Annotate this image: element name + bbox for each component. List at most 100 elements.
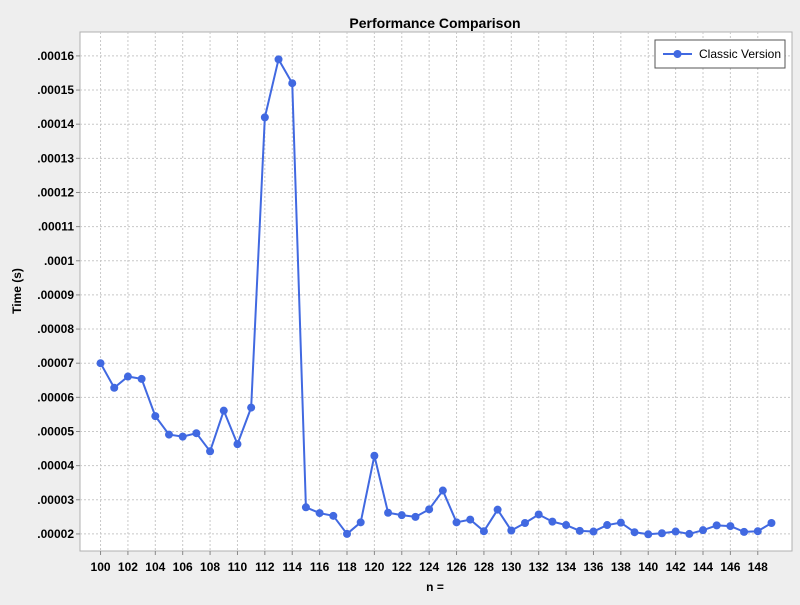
y-tick-label: .00016 [37, 49, 74, 63]
y-tick-label: .00004 [37, 459, 74, 473]
data-point [165, 430, 173, 439]
data-point [110, 383, 119, 392]
y-tick-label: .00011 [38, 220, 74, 234]
x-tick-label: 110 [228, 560, 248, 574]
data-point [315, 509, 324, 518]
data-point [96, 359, 105, 368]
data-point [534, 510, 543, 519]
data-point [740, 527, 749, 536]
y-tick-label: .00007 [37, 356, 74, 370]
x-tick-label: 132 [529, 560, 549, 574]
data-point [479, 527, 488, 536]
data-point [260, 113, 269, 122]
data-point [411, 512, 420, 521]
y-tick-label: .0001 [44, 254, 74, 268]
data-point [493, 505, 502, 514]
x-tick-label: 116 [310, 560, 330, 574]
y-tick-label: .00014 [37, 117, 74, 131]
plot-area [79, 31, 793, 552]
data-point [712, 521, 721, 530]
data-point [384, 508, 393, 517]
data-point [192, 429, 201, 438]
data-point [657, 529, 666, 538]
data-point [685, 529, 694, 538]
data-point [671, 527, 680, 536]
data-point [247, 403, 256, 412]
data-point [151, 412, 160, 421]
y-tick-label: .00012 [37, 185, 74, 199]
x-tick-label: 124 [419, 560, 439, 574]
x-tick-label: 142 [666, 560, 686, 574]
y-axis: .00002 .00003 .00004 .00005 .00006 .00007 .000… [37, 49, 80, 541]
data-point [178, 432, 187, 441]
x-tick-label: 100 [91, 560, 111, 574]
data-point [562, 521, 571, 530]
x-axis-label: n = [426, 580, 444, 594]
x-tick-label: 106 [173, 560, 193, 574]
data-point [521, 519, 529, 527]
data-point [452, 518, 461, 527]
data-point [438, 486, 447, 495]
y-tick-label: .00013 [37, 151, 74, 165]
data-point [233, 440, 242, 449]
x-tick-label: 118 [337, 560, 357, 574]
y-tick-label: .00009 [37, 288, 74, 302]
legend: Classic Version [654, 39, 786, 69]
data-point [616, 518, 625, 527]
data-point [425, 505, 434, 514]
data-point [507, 526, 516, 535]
data-point [219, 406, 228, 415]
data-point [644, 530, 653, 539]
y-tick-label: .00003 [37, 493, 74, 507]
x-tick-label: 122 [392, 560, 412, 574]
x-tick-label: 126 [447, 560, 467, 574]
data-point [397, 511, 406, 520]
data-point [589, 527, 598, 536]
y-tick-label: .00015 [37, 83, 74, 97]
x-axis: 100 102 104 106 108 110 112 114 116 118 120 122 124 1… [91, 551, 768, 574]
data-point [123, 372, 132, 381]
x-tick-label: 134 [556, 560, 576, 574]
data-point [356, 518, 365, 527]
data-point [370, 451, 379, 460]
data-point [466, 515, 475, 524]
y-axis-label: Time (s) [10, 268, 24, 314]
chart-title: Performance Comparison [349, 15, 520, 31]
x-tick-label: 112 [255, 560, 275, 574]
x-tick-label: 140 [638, 560, 658, 574]
data-point [603, 521, 612, 530]
x-tick-label: 144 [693, 560, 713, 574]
data-point [575, 526, 584, 535]
x-tick-label: 102 [118, 560, 138, 574]
legend-marker-swatch [673, 50, 682, 58]
data-point [288, 79, 297, 88]
data-point [767, 519, 776, 527]
data-point [630, 528, 639, 537]
x-tick-label: 114 [283, 560, 303, 574]
data-point [699, 526, 707, 535]
y-tick-label: .00006 [37, 390, 74, 404]
x-tick-label: 128 [474, 560, 494, 574]
data-point [329, 511, 338, 520]
y-tick-label: .00005 [37, 424, 74, 438]
x-tick-label: 104 [145, 560, 165, 574]
data-point [137, 374, 146, 383]
data-point [301, 503, 310, 512]
data-point [548, 517, 557, 526]
legend-label: Classic Version [699, 47, 781, 61]
x-tick-label: 108 [200, 560, 220, 574]
y-tick-label: .00008 [37, 322, 74, 336]
data-point [753, 527, 762, 536]
data-point [343, 529, 351, 538]
grid-lines [80, 32, 792, 551]
x-tick-label: 138 [611, 560, 631, 574]
data-point [206, 447, 215, 456]
x-tick-label: 130 [501, 560, 521, 574]
x-tick-label: 146 [720, 560, 740, 574]
series-group [96, 55, 776, 539]
y-tick-label: .00002 [37, 527, 74, 541]
data-point [274, 55, 283, 64]
x-tick-label: 136 [583, 560, 603, 574]
